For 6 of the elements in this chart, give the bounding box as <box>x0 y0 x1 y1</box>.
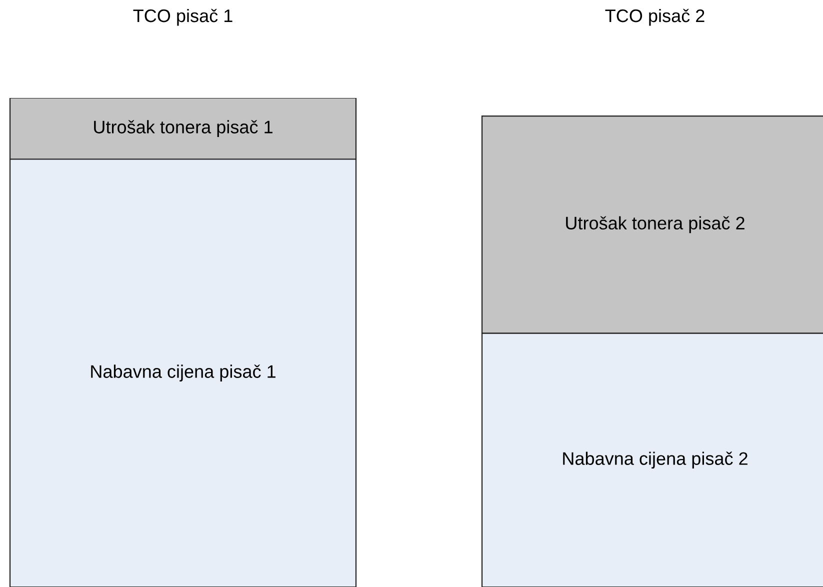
annotation: Nabavna cijena pisač 1 <box>91 364 276 382</box>
annotation: Utrošak tonera pisač 1 <box>94 120 272 138</box>
annotation: Nabavna cijena pisač 2 <box>563 452 748 469</box>
x-tick-label: TCO pisač 2 <box>605 8 704 26</box>
x-tick-label: TCO pisač 1 <box>133 8 232 26</box>
annotation: Utrošak tonera pisač 2 <box>566 216 744 234</box>
